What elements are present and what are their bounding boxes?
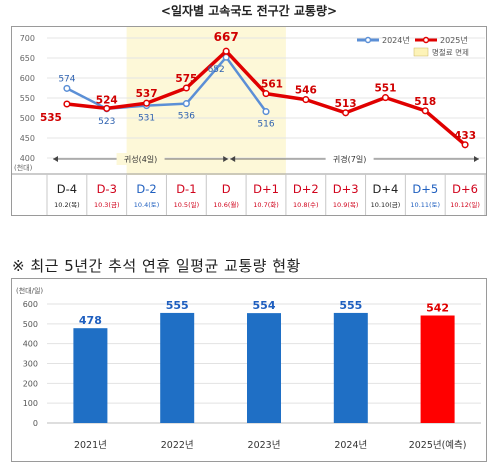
series-2025-point: [381, 94, 390, 102]
five-year-traffic-bar-chart: (천대/일) 0 100 200 300 400 500 600 478 2021년 555 2022…: [11, 278, 487, 462]
bar-y-tick-label: 200: [23, 379, 38, 388]
bar-value-label: 554: [253, 299, 276, 312]
bar-category-label: 2025년(예측): [409, 440, 467, 451]
day-date-label: 10.6(월): [213, 200, 239, 209]
day-date-label: 10.12(일): [450, 200, 480, 209]
bar: [420, 315, 455, 423]
series-2024-point: [262, 108, 270, 116]
series-2025-data-label: 667: [214, 30, 239, 44]
day-label: D-3: [97, 182, 117, 196]
y-tick-label: 550: [20, 94, 35, 103]
series-2025-point: [262, 90, 270, 98]
series-2024-point: [63, 84, 71, 92]
y-tick-label: 500: [20, 114, 35, 123]
day-date-label: 10.4(토): [134, 201, 160, 209]
bar-category-label: 2021년: [74, 440, 107, 451]
bar: [333, 312, 368, 423]
day-label: D-1: [176, 182, 196, 196]
bar-value-label: 478: [79, 314, 102, 327]
series-2025-point: [142, 99, 151, 107]
return-label: 귀경(7일): [333, 154, 366, 164]
bar-chart-title: ※ 최근 5년간 추석 연휴 일평균 교통량 현황: [12, 257, 301, 275]
bar-category-label: 2023년: [248, 440, 281, 451]
day-label: D-2: [136, 182, 156, 196]
series-2024-data-label: 516: [257, 120, 274, 130]
series-2024-data-label: 523: [98, 117, 115, 127]
day-label: D-4: [57, 182, 77, 196]
y-tick-label: 400: [20, 154, 35, 163]
series-2025-point: [103, 104, 111, 112]
y-tick-label: 450: [20, 134, 35, 143]
bar-category-label: 2022년: [161, 440, 194, 451]
series-2025-point: [63, 100, 71, 108]
bar-y-unit-label: (천대/일): [16, 286, 43, 295]
series-2025-data-label: 561: [261, 79, 283, 91]
series-2025-data-label: 537: [136, 88, 158, 100]
y-tick-label: 600: [20, 74, 35, 83]
bar: [73, 328, 108, 423]
series-2025-data-label: 524: [96, 94, 118, 106]
legend-2024-label: 2024년: [382, 35, 410, 45]
series-2025-point: [182, 84, 190, 92]
day-date-label: 10.8(수): [293, 201, 319, 209]
legend-highlight-label: 명절료 면제: [432, 47, 469, 57]
y-tick-label: 700: [20, 34, 35, 43]
y-unit-label: (천대): [14, 163, 33, 172]
series-2025-point: [222, 47, 230, 55]
legend-2024-marker: [364, 36, 372, 44]
bar-y-tick-label: 100: [23, 399, 38, 408]
bar-value-label: 555: [166, 299, 189, 312]
legend-2025-label: 2025년: [440, 35, 468, 45]
day-label: D+4: [373, 182, 399, 196]
series-2024-data-label: 574: [58, 74, 75, 84]
series-2024-data-label: 531: [138, 114, 155, 124]
day-date-label: 10.10(금): [371, 201, 401, 209]
bar-y-tick-label: 400: [23, 340, 38, 349]
series-2025-data-label: 433: [454, 130, 476, 142]
homebound-label: 귀성(4일): [124, 154, 157, 164]
series-2024-point: [182, 100, 190, 108]
bar: [247, 313, 281, 423]
day-date-label: 10.5(일): [174, 200, 200, 209]
series-2025-data-label: 535: [40, 112, 62, 124]
day-label: D+2: [293, 182, 319, 196]
day-label: D+5: [412, 182, 438, 196]
series-2024-data-label: 652: [208, 65, 225, 75]
day-date-label: 10.3(금): [94, 201, 120, 209]
day-label: D+1: [253, 182, 279, 196]
day-label: D+3: [333, 182, 359, 196]
day-date-label: 10.7(화): [253, 201, 279, 209]
day-date-label: 10.2(목): [54, 201, 80, 209]
series-2025-data-label: 575: [175, 73, 197, 85]
series-2025-point: [342, 109, 350, 117]
legend-2025-marker: [422, 36, 430, 44]
day-date-label: 10.11(토): [410, 201, 440, 209]
bar-y-tick-label: 300: [23, 360, 38, 369]
day-label: D: [222, 182, 231, 196]
bar-value-label: 555: [339, 299, 362, 312]
series-2024-data-label: 536: [178, 112, 195, 122]
y-tick-label: 650: [20, 54, 35, 63]
series-2025-data-label: 546: [295, 85, 317, 97]
return-label-bg: [325, 153, 374, 165]
series-2024-line: [66, 55, 268, 113]
series-2025-data-label: 513: [335, 98, 357, 110]
bar: [160, 312, 195, 423]
line-chart-title: <일자별 고속국도 전구간 교통량>: [160, 4, 338, 18]
bar-category-label: 2024년: [334, 440, 367, 451]
homebound-label-bg: [116, 153, 165, 165]
bar-y-tick-label: 500: [23, 320, 38, 329]
series-2025-point: [461, 141, 469, 149]
day-date-label: 10.9(목): [333, 201, 359, 209]
day-label: D+6: [452, 182, 478, 196]
legend-highlight-swatch: [413, 47, 429, 57]
bar-y-tick-label: 600: [23, 300, 38, 309]
series-2025-data-label: 551: [374, 83, 396, 95]
bar-y-tick-label: 0: [33, 419, 38, 428]
series-2025-point: [421, 107, 429, 115]
series-2025-data-label: 518: [414, 96, 436, 108]
bar-value-label: 542: [426, 302, 449, 315]
series-2025-point: [302, 96, 310, 104]
